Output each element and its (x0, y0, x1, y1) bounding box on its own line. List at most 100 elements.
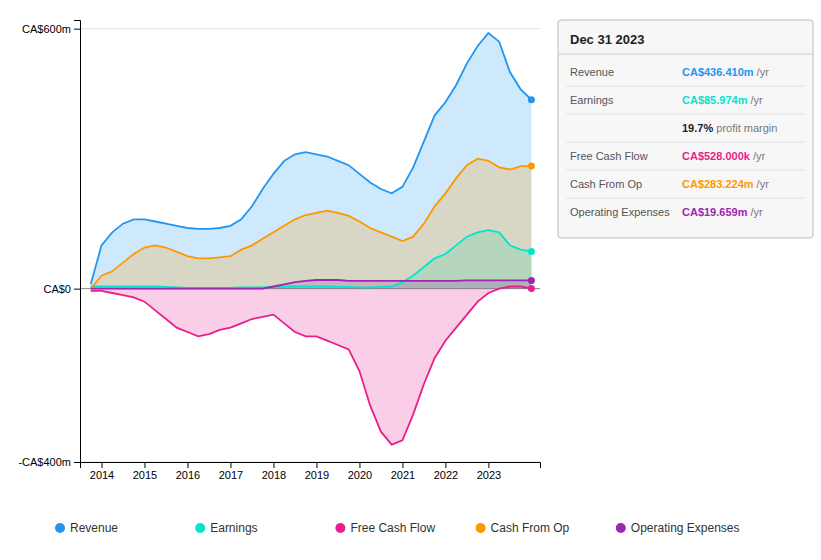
info-box-value-main: CA$436.410m (682, 66, 754, 78)
legend-swatch (55, 523, 65, 533)
info-box-divider (566, 86, 805, 87)
info-box-value-main: CA$283.224m (682, 178, 754, 190)
info-box-divider (566, 198, 805, 199)
end-dot (528, 96, 535, 103)
info-box-label: Revenue (570, 66, 614, 78)
x-tick-mark (402, 462, 403, 468)
end-dot (528, 277, 535, 284)
line (91, 280, 532, 289)
y-axis-line (74, 21, 81, 463)
info-box-value-unit: /yr (750, 150, 766, 162)
x-tick-mark (359, 462, 360, 468)
x-tick-label: 2023 (477, 469, 501, 481)
plot-area (91, 33, 535, 445)
area (91, 159, 532, 289)
x-tick-label: 2017 (219, 469, 243, 481)
info-box-label: Earnings (570, 94, 614, 106)
area (91, 33, 532, 289)
info-box-value: 19.7% profit margin (682, 122, 777, 134)
info-box-value: CA$85.974m /yr (682, 94, 763, 106)
x-tick-mark (273, 462, 274, 468)
legend-item: Revenue (55, 521, 118, 535)
end-dot (528, 248, 535, 255)
info-box-label: Cash From Op (570, 178, 642, 190)
legend-label: Earnings (210, 521, 257, 535)
x-tick: 2016 (176, 462, 200, 481)
info-box-value-unit: /yr (754, 178, 770, 190)
info-box-value-unit: /yr (747, 206, 763, 218)
y-tick-label: CA$600m (22, 23, 71, 35)
legend-swatch (195, 523, 205, 533)
info-box-divider (566, 114, 805, 115)
x-tick: 2015 (133, 462, 157, 481)
legend-item: Earnings (195, 521, 257, 535)
legend-label: Free Cash Flow (350, 521, 435, 535)
line (91, 287, 532, 445)
y-tick-mark (74, 29, 80, 30)
info-box-value: CA$528.000k /yr (682, 150, 766, 162)
y-tick-label: -CA$400m (18, 456, 71, 468)
x-tick-label: 2021 (391, 469, 415, 481)
info-box-value-unit: /yr (754, 66, 770, 78)
info-box-frame (558, 20, 813, 238)
x-tick: 2017 (219, 462, 243, 481)
x-tick-mark (230, 462, 231, 468)
x-axis-line (81, 463, 541, 469)
x-tick-mark (101, 462, 102, 468)
x-tick-label: 2018 (262, 469, 286, 481)
info-box-value-unit: /yr (747, 94, 763, 106)
legend-swatch (476, 523, 486, 533)
x-tick-mark (316, 462, 317, 468)
info-box-value: CA$436.410m /yr (682, 66, 769, 78)
grid (80, 29, 540, 462)
x-tick: 2022 (434, 462, 458, 481)
x-tick-label: 2020 (348, 469, 372, 481)
info-box-value-main: CA$19.659m (682, 206, 748, 218)
y-tick: CA$600m (22, 23, 80, 35)
area (91, 287, 532, 445)
info-box-title: Dec 31 2023 (570, 32, 644, 47)
y-tick: -CA$400m (18, 456, 80, 468)
y-tick-mark (74, 462, 80, 463)
end-dot (528, 285, 535, 292)
info-box-label: Operating Expenses (570, 206, 670, 218)
y-tick-mark (74, 289, 80, 290)
x-tick: 2014 (90, 462, 114, 481)
x-tick: 2018 (262, 462, 286, 481)
x-tick-mark (488, 462, 489, 468)
info-box-value: CA$283.224m /yr (682, 178, 769, 190)
x-tick: 2019 (305, 462, 329, 481)
chart-svg: 2014 2015 2016 2017 2018 2019 2020 2021 2022 2023… (0, 0, 821, 560)
line (91, 159, 532, 289)
info-box-divider (558, 54, 813, 55)
x-tick-mark (445, 462, 446, 468)
line (91, 33, 532, 284)
x-tick-label: 2014 (90, 469, 114, 481)
legend-item: Cash From Op (476, 521, 570, 535)
x-tick: 2021 (391, 462, 415, 481)
legend-swatch (616, 523, 626, 533)
x-tick: 2023 (477, 462, 501, 481)
legend: Revenue Earnings Free Cash Flow Cash From O… (55, 521, 740, 535)
x-tick-mark (187, 462, 188, 468)
info-box-value-unit: profit margin (713, 122, 777, 134)
x-tick-label: 2022 (434, 469, 458, 481)
legend-label: Revenue (70, 521, 118, 535)
info-box: Dec 31 2023 Revenue CA$436.410m /yr Earning… (558, 20, 813, 238)
info-box-value-main: 19.7% (682, 122, 713, 134)
x-tick: 2020 (348, 462, 372, 481)
info-box-value-main: CA$528.000k (682, 150, 751, 162)
info-box-value-main: CA$85.974m (682, 94, 748, 106)
info-box-value: CA$19.659m /yr (682, 206, 763, 218)
legend-label: Cash From Op (491, 521, 570, 535)
x-axis: 2014 2015 2016 2017 2018 2019 2020 2021 2022 2023 (81, 462, 541, 481)
y-tick-label: CA$0 (43, 283, 71, 295)
legend-item: Operating Expenses (616, 521, 740, 535)
legend-item: Free Cash Flow (335, 521, 435, 535)
info-box-divider (566, 142, 805, 143)
grid-line (80, 28, 540, 29)
x-tick-label: 2016 (176, 469, 200, 481)
y-tick: CA$0 (43, 283, 80, 295)
y-axis: -CA$400m CA$0 CA$600m (18, 21, 80, 469)
x-tick-label: 2015 (133, 469, 157, 481)
